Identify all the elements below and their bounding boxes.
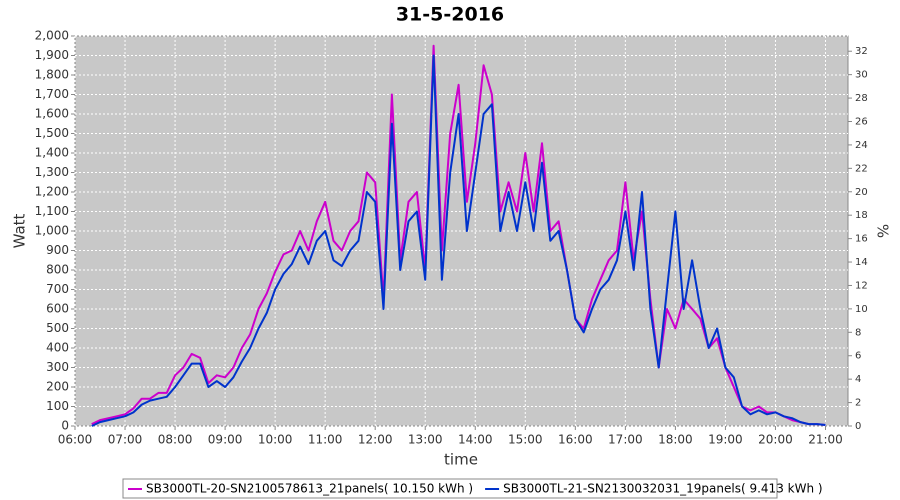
y-tick-label: 200 <box>46 380 69 394</box>
y-tick-label: 0 <box>61 419 69 433</box>
x-axis-label: time <box>444 451 478 469</box>
y2-tick-label: 10 <box>855 304 868 315</box>
y-tick-label: 300 <box>46 360 69 374</box>
series-line <box>91 54 826 427</box>
legend-label: SB3000TL-20-SN2100578613_21panels( 10.15… <box>146 482 473 496</box>
y-tick-label: 800 <box>46 263 69 277</box>
x-tick-label: 19:00 <box>708 433 743 447</box>
legend-label: SB3000TL-21-SN2130032031_19panels( 9.413… <box>503 482 822 496</box>
x-tick-label: 21:00 <box>808 433 843 447</box>
y2-tick-label: 8 <box>855 327 861 338</box>
x-tick-label: 09:00 <box>208 433 243 447</box>
x-tick-label: 07:00 <box>108 433 143 447</box>
y2-tick-label: 30 <box>855 70 868 81</box>
x-tick-label: 11:00 <box>308 433 343 447</box>
series-line <box>91 44 826 426</box>
y2-tick-label: 14 <box>855 257 868 268</box>
y2-tick-label: 24 <box>855 140 868 151</box>
x-tick-label: 06:00 <box>58 433 93 447</box>
y-axis-label: Watt <box>11 213 29 248</box>
legend <box>122 478 778 499</box>
y2-tick-label: 28 <box>855 93 868 104</box>
y-tick-label: 400 <box>46 341 69 355</box>
y-tick-label: 1,100 <box>35 204 69 218</box>
y-tick-label: 1,800 <box>35 68 69 82</box>
y-tick-label: 500 <box>46 321 69 335</box>
x-tick-label: 08:00 <box>158 433 193 447</box>
y-tick-label: 1,200 <box>35 185 69 199</box>
x-tick-label: 16:00 <box>558 433 593 447</box>
x-tick-label: 12:00 <box>358 433 393 447</box>
y2-tick-label: 6 <box>855 351 861 362</box>
y2-tick-label: 20 <box>855 187 868 198</box>
y-tick-label: 1,300 <box>35 165 69 179</box>
x-tick-label: 10:00 <box>258 433 293 447</box>
x-tick-label: 20:00 <box>758 433 793 447</box>
y2-tick-label: 26 <box>855 116 868 127</box>
y2-tick-label: 18 <box>855 210 868 221</box>
y-tick-label: 2,000 <box>35 29 69 43</box>
x-tick-label: 15:00 <box>508 433 543 447</box>
y-tick-label: 600 <box>46 302 69 316</box>
y-tick-label: 1,500 <box>35 126 69 140</box>
y-tick-label: 1,400 <box>35 146 69 160</box>
y-tick-label: 900 <box>46 243 69 257</box>
y2-tick-label: 4 <box>855 374 861 385</box>
y2-axis-label: % <box>874 224 892 238</box>
y-tick-label: 1,700 <box>35 87 69 101</box>
y2-tick-label: 22 <box>855 163 868 174</box>
x-tick-label: 17:00 <box>608 433 643 447</box>
y2-tick-label: 12 <box>855 280 868 291</box>
y-tick-label: 1,900 <box>35 48 69 62</box>
y-tick-label: 700 <box>46 282 69 296</box>
x-tick-label: 14:00 <box>458 433 493 447</box>
y2-tick-label: 32 <box>855 46 868 57</box>
y-tick-label: 100 <box>46 399 69 413</box>
x-tick-label: 18:00 <box>658 433 693 447</box>
y-tick-label: 1,000 <box>35 224 69 238</box>
x-tick-label: 13:00 <box>408 433 443 447</box>
y2-tick-label: 2 <box>855 398 861 409</box>
chart-title: 31-5-2016 <box>396 4 504 26</box>
y-tick-label: 1,600 <box>35 107 69 121</box>
y2-tick-label: 0 <box>855 421 861 432</box>
y2-tick-label: 16 <box>855 234 868 245</box>
